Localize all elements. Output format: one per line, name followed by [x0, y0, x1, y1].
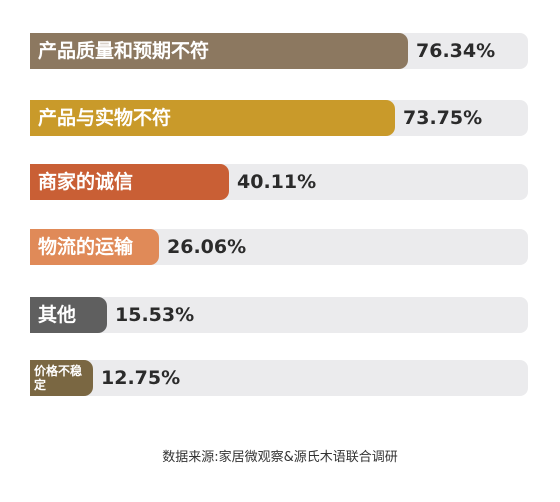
bar-track: [30, 360, 528, 396]
bar-row: 商家的诚信 40.11%: [30, 164, 528, 200]
value-label: 76.34%: [416, 40, 496, 62]
bar-row: 产品质量和预期不符 76.34%: [30, 33, 528, 69]
value-label: 26.06%: [167, 236, 247, 258]
bar-row: 其他 15.53%: [30, 297, 528, 333]
bar: [30, 100, 395, 136]
category-label: 产品质量和预期不符: [38, 40, 210, 62]
bar: [30, 297, 107, 333]
bar: [30, 229, 159, 265]
value-label: 15.53%: [115, 304, 195, 326]
bar-row: 产品与实物不符 73.75%: [30, 100, 528, 136]
category-label: 价格不稳定: [34, 364, 83, 392]
bar: [30, 360, 93, 396]
bar-row: 价格不稳定 12.75%: [30, 360, 528, 396]
value-label: 73.75%: [403, 107, 483, 129]
category-label: 商家的诚信: [38, 171, 134, 193]
value-label: 40.11%: [237, 171, 317, 193]
bar-row: 物流的运输 26.06%: [30, 229, 528, 265]
source-note: 数据来源:家居微观察&源氏木语联合调研: [162, 450, 398, 465]
bar: [30, 164, 229, 200]
bar-track: [30, 297, 528, 333]
value-label: 12.75%: [101, 367, 181, 389]
category-label: 物流的运输: [38, 236, 134, 258]
category-label: 其他: [38, 304, 77, 326]
bar: [30, 33, 408, 69]
category-label: 产品与实物不符: [38, 107, 172, 129]
